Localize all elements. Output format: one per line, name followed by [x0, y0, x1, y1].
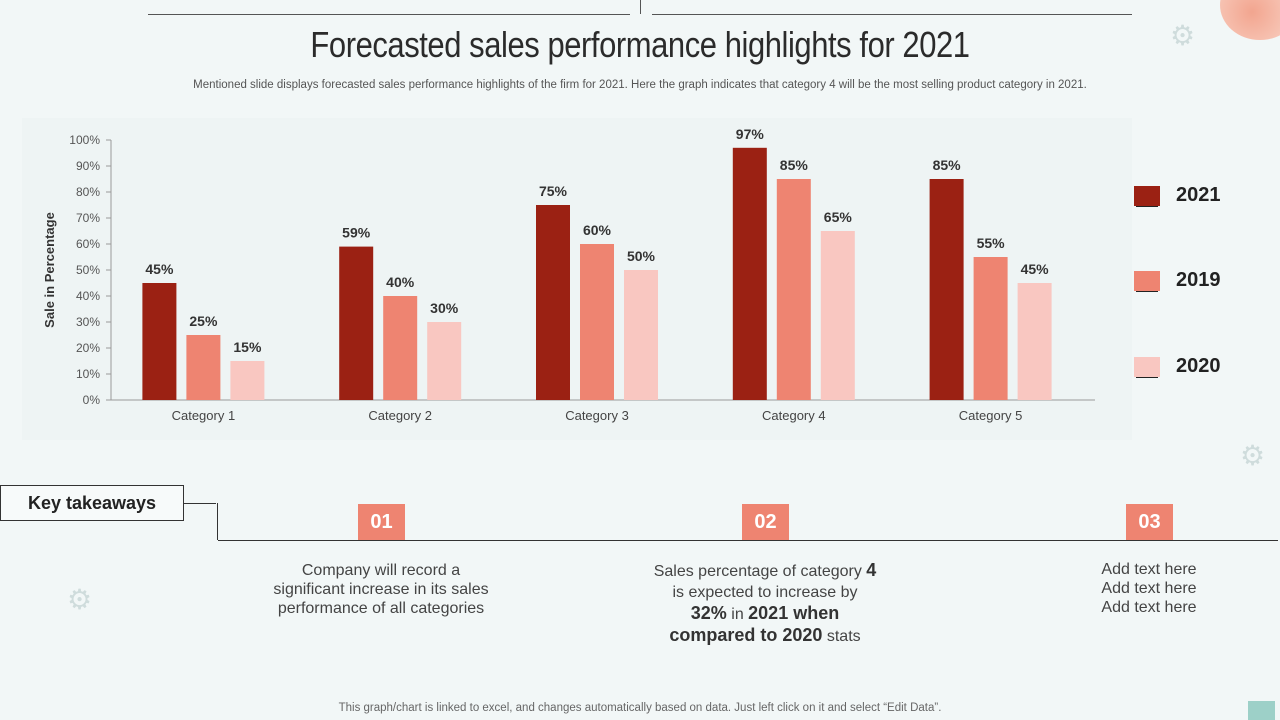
x-axis: Category 1 Category 2 Category 3 Category 4… — [111, 399, 1095, 423]
connector-line — [184, 503, 216, 504]
bar-2020-4 — [820, 231, 855, 400]
bar-chart[interactable]: 0% 10% 20% 30% 40% 50% 60% 70% 80% 90% 100% Sale in… — [0, 0, 1130, 440]
y-tick-label: 30% — [76, 315, 100, 329]
y-axis: 0% 10% 20% 30% 40% 50% 60% 70% 80% 90% 100% Sale in… — [42, 133, 112, 407]
data-label: 40% — [386, 274, 415, 290]
takeaway-line: stats — [822, 628, 861, 645]
connector-line — [217, 503, 218, 540]
y-tick-label: 20% — [76, 341, 100, 355]
takeaway-text-01: Company will record a significant increa… — [261, 561, 501, 618]
top-rule-right — [652, 14, 1132, 15]
bar-2020-5 — [1017, 283, 1052, 400]
takeaway-number-02: 02 — [742, 504, 789, 540]
bar-2020-1 — [230, 361, 265, 400]
data-label: 60% — [583, 222, 612, 238]
x-tick-label: Category 5 — [959, 408, 1023, 423]
takeaway-number-01: 01 — [358, 504, 405, 540]
top-rule-left — [148, 14, 630, 15]
bar-2019-4 — [776, 179, 811, 400]
y-tick-label: 50% — [76, 263, 100, 277]
y-tick-label: 60% — [76, 237, 100, 251]
gear-icon: ⚙ — [1170, 20, 1196, 51]
data-label: 75% — [539, 183, 568, 199]
gear-icon: ⚙ — [1240, 440, 1266, 471]
takeaway-number-03: 03 — [1126, 504, 1173, 540]
bar-2021-5 — [929, 179, 964, 400]
takeaway-line: is expected to increase by — [672, 584, 858, 601]
data-label: 85% — [933, 157, 962, 173]
bar-2021-3 — [536, 205, 570, 400]
data-label: 25% — [189, 313, 218, 329]
legend-label: 2019 — [1176, 269, 1221, 291]
y-tick-label: 100% — [69, 133, 100, 147]
bar-2019-5 — [973, 257, 1008, 400]
takeaway-line: Company will record a — [301, 562, 461, 579]
timeline-line — [218, 540, 1278, 541]
x-tick-label: Category 4 — [762, 408, 826, 423]
legend-item-2020[interactable]: 2020 — [1134, 355, 1221, 378]
page-title: Forecasted sales performance highlights … — [310, 24, 970, 65]
takeaway-line: in — [726, 606, 749, 623]
takeaway-emphasis: 4 — [866, 560, 877, 580]
top-rule-tick — [640, 0, 641, 14]
bar-2021-1 — [142, 283, 177, 400]
bars — [142, 147, 1052, 400]
data-label: 45% — [145, 261, 174, 277]
takeaway-emphasis: 2021 when — [748, 603, 840, 623]
data-label: 59% — [342, 225, 371, 241]
takeaway-text-02: Sales percentage of category 4 is expect… — [625, 560, 905, 647]
decorative-rectangle — [1248, 701, 1275, 720]
takeaway-line: Add text here — [1101, 580, 1197, 597]
takeaway-line: significant increase in its sales — [273, 581, 489, 598]
bar-2020-2 — [427, 322, 462, 400]
data-labels: 45% 25% 15% 59% 40% 30% 75% 60% 50% 97% 85% 65% 85% 5… — [145, 126, 1049, 355]
bar-2021-2 — [339, 246, 374, 400]
y-tick-label: 80% — [76, 185, 100, 199]
y-tick-label: 0% — [83, 393, 101, 407]
footer-note: This graph/chart is linked to excel, and… — [338, 702, 942, 714]
key-takeaways-heading: Key takeaways — [0, 485, 184, 521]
takeaway-line: Add text here — [1101, 599, 1197, 616]
data-label: 55% — [977, 235, 1006, 251]
data-label: 85% — [780, 157, 809, 173]
takeaway-text-03: Add text here Add text here Add text her… — [1074, 560, 1224, 617]
bar-2021-4 — [732, 147, 767, 400]
takeaway-line: performance of all categories — [277, 600, 485, 617]
legend-label: 2020 — [1176, 355, 1221, 377]
bar-2019-1 — [186, 335, 221, 400]
legend-item-2019[interactable]: 2019 — [1134, 269, 1221, 292]
x-tick-label: Category 3 — [565, 408, 629, 423]
data-label: 30% — [430, 300, 459, 316]
data-label: 15% — [233, 339, 262, 355]
x-tick-label: Category 1 — [172, 408, 236, 423]
page-subtitle: Mentioned slide displays forecasted sale… — [193, 79, 1087, 91]
chart-legend: 2021 2019 2020 — [1134, 0, 1274, 720]
data-label: 45% — [1021, 261, 1050, 277]
y-axis-title: Sale in Percentage — [42, 212, 57, 328]
bar-2020-3 — [624, 270, 658, 400]
data-label: 50% — [627, 248, 656, 264]
data-label: 65% — [824, 209, 853, 225]
data-label: 97% — [736, 126, 765, 142]
x-tick-label: Category 2 — [368, 408, 432, 423]
y-tick-label: 40% — [76, 289, 100, 303]
legend-swatch-2019 — [1134, 270, 1160, 292]
legend-item-2021[interactable]: 2021 — [1134, 184, 1221, 207]
takeaway-line: Add text here — [1101, 561, 1197, 578]
legend-swatch-2021 — [1134, 185, 1160, 207]
legend-swatch-2020 — [1134, 356, 1160, 378]
takeaway-emphasis: 32% — [690, 603, 727, 623]
takeaway-line: Sales percentage of category — [653, 563, 867, 580]
gear-icon: ⚙ — [67, 584, 93, 615]
bar-2019-3 — [580, 244, 614, 400]
takeaway-emphasis: compared to 2020 — [669, 625, 823, 645]
y-tick-label: 10% — [76, 367, 100, 381]
y-tick-label: 90% — [76, 159, 100, 173]
bar-2019-2 — [383, 296, 418, 400]
legend-label: 2021 — [1176, 184, 1221, 206]
y-tick-label: 70% — [76, 211, 100, 225]
